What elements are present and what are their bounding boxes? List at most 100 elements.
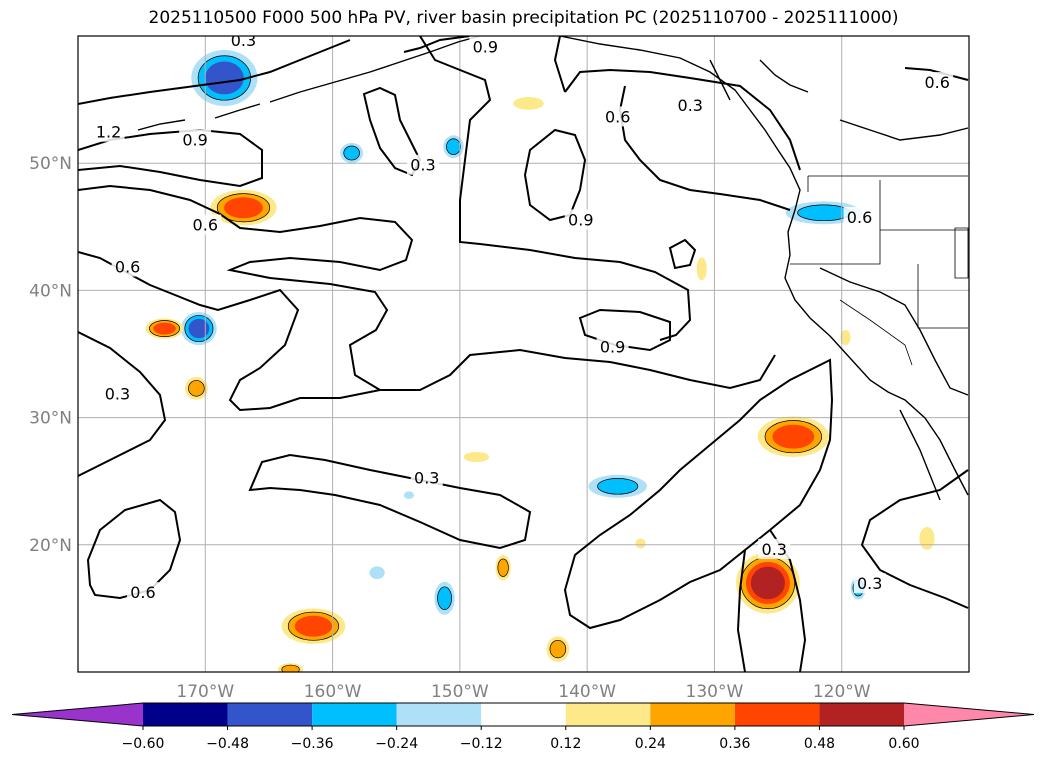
lon-tick-label: 120°W [813,682,871,702]
contour-label: 0.3 [410,156,435,175]
precip-level [369,566,385,580]
precip-level [281,664,300,672]
lon-tick-label: 130°W [686,682,744,702]
precip-level [446,138,461,155]
contour-label: 0.6 [115,258,140,277]
precip-feature-4 [181,312,217,346]
colorbar-tick-label: 0.48 [804,736,835,752]
colorbar-tick-label: −0.36 [291,736,334,752]
precip-feature-9 [588,474,647,498]
precip-level [772,424,815,449]
pv-contours [78,36,969,672]
lon-tick-label: 150°W [431,682,489,702]
contour-label: 0.6 [130,583,155,602]
precip-level [497,558,509,577]
precip-feature-15 [434,581,455,615]
colorbar-tick-label: 0.60 [888,736,919,752]
precip-feature-17 [546,636,570,662]
contour-label-bg [601,106,634,127]
lat-tick-label: 30°N [29,409,72,429]
colorbar-segment [143,703,228,726]
axis-ticks: 170°W 160°W 150°W 140°W 130°W 120°W 20°N 30°N 40… [29,154,871,702]
precip-feature-14 [281,608,346,645]
map-frame [77,35,970,673]
contour-label: 0.6 [605,107,630,126]
colorbar-segment [227,703,313,726]
colorbar-segment [312,703,397,726]
contour-label-bg [111,256,144,277]
contour-label: 0.3 [762,540,787,559]
contour-label: 0.6 [847,208,872,227]
lon-tick-label: 140°W [558,682,616,702]
colorbar-segment [396,703,482,726]
precip-level [224,197,263,219]
precip-feature-3 [210,189,277,226]
contour-label-bg [564,209,597,230]
precip-feature-6 [184,376,208,400]
precip-feature-10 [757,416,829,458]
contour-label: 0.9 [600,338,625,357]
contour-label-bg [674,94,707,115]
precip-feature-22 [635,538,646,549]
precip-feature-5 [145,318,184,339]
precip-feature-8 [463,451,490,463]
precip-level [403,491,415,500]
precip-level [635,538,646,549]
colorbar-tick-label: −0.12 [460,736,503,752]
contour-label-bg [843,206,876,227]
precip-feature-16 [495,554,511,581]
contour-label-bg [469,36,502,57]
colorbar-extend-high [904,703,1034,726]
precip-level [840,329,851,346]
colorbar-segment [565,703,651,726]
colorbar-tick-label: −0.48 [206,736,249,752]
precip-level [463,451,490,463]
precip-feature-23 [277,663,304,672]
colorbar-tick-label: 0.36 [719,736,750,752]
lat-tick-label: 20°N [29,536,72,556]
colorbar-tick-label: −0.60 [122,736,165,752]
contour-label-bg [92,121,125,142]
precip-level [294,615,333,637]
contour-label: 0.6 [193,216,218,235]
colorbar-segment [819,703,904,726]
precip-feature-21 [369,566,385,580]
colorbar-segment [734,703,820,726]
contour-labels: 0.3 0.9 0.6 0.3 0.6 1.2 0.9 0.3 0.6 0.9 0.6 0.6 0.9 0… [92,31,954,603]
contour-label-bg [921,72,954,93]
contour-label-bg [853,573,886,594]
chart-title: 2025110500 F000 500 hPa PV, river basin … [148,8,899,28]
contour-label-bg [406,154,439,175]
contour-label: 0.6 [924,73,949,92]
precip-level [513,97,544,110]
contour-label: 0.9 [473,37,498,56]
contour-label: 0.9 [182,130,207,149]
contour-label-bg [179,129,212,150]
precip-level [188,380,205,397]
contour-label: 0.3 [678,96,703,115]
contour-label-bg [189,214,222,235]
contour-label: 0.9 [568,210,593,229]
colorbar-segment [650,703,735,726]
contour-label: 0.3 [105,385,130,404]
precip-level [696,257,707,281]
coastlines [137,36,969,501]
lat-tick-label: 50°N [29,154,72,174]
precip-level [797,204,851,222]
precip-level [204,61,244,95]
lon-tick-label: 160°W [304,682,362,702]
precip-feature-19 [919,526,935,550]
contour-label-bg [410,467,443,488]
lat-tick-label: 40°N [29,281,72,301]
precip-level [597,478,639,495]
precip-level [437,586,452,610]
precip-feature-2 [443,135,464,159]
precip-feature-0 [191,49,258,106]
precip-feature-20 [840,329,851,346]
precip-level [549,639,567,659]
colorbar-segment [481,703,566,726]
contour-label-bg [596,336,629,357]
precip-feature-7 [513,97,544,110]
contour-label: 0.3 [231,31,256,50]
